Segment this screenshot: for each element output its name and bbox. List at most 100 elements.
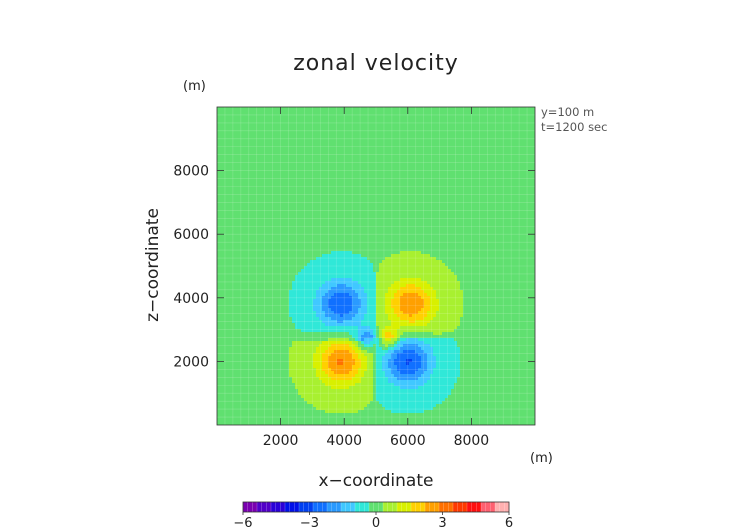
heatmap-cell — [409, 158, 413, 162]
heatmap-cell — [412, 227, 416, 231]
heatmap-cell — [361, 188, 365, 192]
heatmap-cell — [265, 131, 269, 135]
heatmap-cell — [349, 218, 353, 222]
heatmap-cell — [223, 188, 227, 192]
heatmap-cell — [370, 188, 374, 192]
heatmap-cell — [457, 146, 461, 150]
heatmap-cell — [484, 149, 488, 153]
heatmap-cell — [250, 155, 254, 159]
heatmap-cell — [313, 206, 317, 210]
heatmap-cell — [241, 206, 245, 210]
heatmap-cell — [490, 215, 494, 219]
heatmap-cell — [241, 113, 245, 117]
heatmap-cell — [442, 245, 446, 249]
heatmap-cell — [346, 128, 350, 132]
heatmap-cell — [268, 116, 272, 120]
heatmap-cell — [319, 167, 323, 171]
heatmap-cell — [325, 203, 329, 207]
heatmap-cell — [394, 137, 398, 141]
heatmap-cell — [223, 170, 227, 174]
heatmap-cell — [241, 149, 245, 153]
heatmap-cell — [511, 224, 515, 228]
heatmap-cell — [490, 146, 494, 150]
heatmap-cell — [292, 107, 296, 111]
heatmap-cell — [244, 125, 248, 129]
heatmap-cell — [502, 134, 506, 138]
heatmap-cell — [409, 110, 413, 114]
heatmap-cell — [400, 137, 404, 141]
heatmap-cell — [499, 128, 503, 132]
heatmap-cell — [454, 110, 458, 114]
heatmap-cell — [337, 212, 341, 216]
heatmap-cell — [337, 245, 341, 249]
heatmap-cell — [493, 170, 497, 174]
heatmap-cell — [274, 116, 278, 120]
heatmap-cell — [487, 146, 491, 150]
heatmap-cell — [475, 182, 479, 186]
heatmap-cell — [358, 158, 362, 162]
heatmap-cell — [472, 233, 476, 237]
heatmap-cell — [307, 116, 311, 120]
heatmap-cell — [481, 152, 485, 156]
heatmap-cell — [346, 122, 350, 126]
heatmap-cell — [388, 113, 392, 117]
heatmap-cell — [226, 209, 230, 213]
heatmap-cell — [409, 242, 413, 246]
heatmap-cell — [421, 110, 425, 114]
heatmap-cell — [226, 182, 230, 186]
heatmap-cell — [241, 107, 245, 111]
heatmap-cell — [412, 182, 416, 186]
heatmap-cell — [349, 113, 353, 117]
heatmap-cell — [343, 221, 347, 225]
heatmap-cell — [487, 218, 491, 222]
heatmap-cell — [508, 113, 512, 117]
heatmap-cell — [301, 152, 305, 156]
heatmap-cell — [325, 191, 329, 195]
heatmap-cell — [436, 191, 440, 195]
heatmap-cell — [391, 110, 395, 114]
heatmap-cell — [433, 161, 437, 165]
heatmap-cell — [262, 218, 266, 222]
heatmap-cell — [238, 116, 242, 120]
heatmap-cell — [460, 182, 464, 186]
heatmap-cell — [400, 182, 404, 186]
heatmap-cell — [262, 146, 266, 150]
heatmap-cell — [376, 173, 380, 177]
heatmap-cell — [496, 152, 500, 156]
heatmap-cell — [406, 161, 410, 165]
heatmap-cell — [451, 116, 455, 120]
heatmap-cell — [361, 194, 365, 198]
heatmap-cell — [442, 197, 446, 201]
heatmap-cell — [406, 122, 410, 126]
heatmap-cell — [232, 110, 236, 114]
heatmap-cell — [343, 149, 347, 153]
heatmap-cell — [274, 221, 278, 225]
heatmap-cell — [331, 191, 335, 195]
heatmap-cell — [523, 218, 527, 222]
heatmap-cell — [466, 110, 470, 114]
heatmap-cell — [409, 146, 413, 150]
heatmap-cell — [277, 173, 281, 177]
heatmap-cell — [337, 149, 341, 153]
heatmap-cell — [343, 110, 347, 114]
heatmap-cell — [262, 167, 266, 171]
heatmap-cell — [514, 113, 518, 117]
heatmap-cell — [394, 200, 398, 204]
heatmap-cell — [430, 221, 434, 225]
heatmap-cell — [406, 146, 410, 150]
heatmap-cell — [445, 122, 449, 126]
heatmap-cell — [412, 170, 416, 174]
heatmap-cell — [469, 245, 473, 249]
heatmap-cell — [502, 245, 506, 249]
heatmap-cell — [433, 197, 437, 201]
heatmap-cell — [490, 197, 494, 201]
heatmap-cell — [373, 131, 377, 135]
heatmap-cell — [517, 233, 521, 237]
heatmap-cell — [358, 206, 362, 210]
heatmap-cell — [403, 173, 407, 177]
heatmap-cell — [319, 128, 323, 132]
heatmap-cell — [529, 173, 533, 177]
heatmap-cell — [427, 107, 431, 111]
heatmap-cell — [253, 131, 257, 135]
heatmap-cell — [481, 194, 485, 198]
